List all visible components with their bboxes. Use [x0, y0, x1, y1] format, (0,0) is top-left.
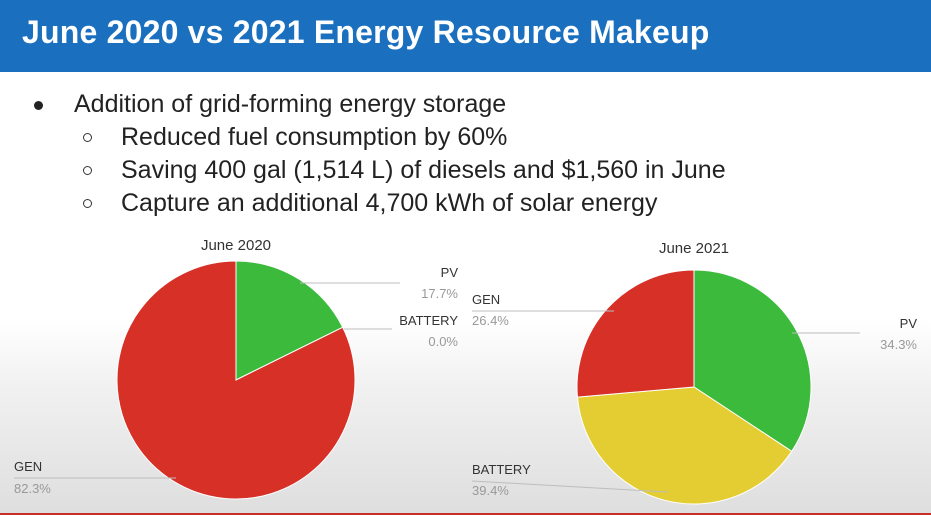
- slice-label: PV: [900, 316, 918, 331]
- bullet-text: Addition of grid-forming energy storage: [74, 90, 507, 118]
- slice-label: BATTERY: [399, 313, 458, 328]
- leader-line: [471, 480, 669, 493]
- slice-percent: 39.4%: [472, 483, 509, 498]
- slice-label: PV: [441, 265, 459, 280]
- pie-slice-gen: [116, 260, 356, 500]
- pie-slice-pv: [235, 260, 344, 381]
- slice-percent: 0.0%: [428, 334, 458, 349]
- slice-label: GEN: [14, 459, 42, 474]
- sub-bullet-item: Capture an additional 4,700 kWh of solar…: [20, 187, 920, 220]
- slice-percent: 34.3%: [880, 337, 917, 352]
- sub-bullet-text: Capture an additional 4,700 kWh of solar…: [121, 189, 658, 217]
- chart-title: June 2021: [659, 240, 729, 257]
- slice-label: BATTERY: [472, 462, 531, 477]
- slice-label: GEN: [472, 292, 500, 307]
- slide-title: June 2020 vs 2021 Energy Resource Makeup: [22, 14, 710, 50]
- sub-bullet-text: Reduced fuel consumption by 60%: [121, 123, 508, 151]
- slice-percent: 17.7%: [421, 286, 458, 301]
- pie-chart: June 2021 PV 34.3% BATTERY 39.4% GEN 26.4%: [471, 240, 918, 505]
- bottom-accent-bar: [0, 513, 931, 515]
- bullet-list: Addition of grid-forming energy storage …: [20, 88, 920, 220]
- bullet-dot-icon: [34, 101, 43, 110]
- slice-percent: 26.4%: [472, 313, 509, 328]
- sub-bullet-text: Saving 400 gal (1,514 L) of diesels and …: [121, 156, 726, 184]
- sub-bullet-item: Saving 400 gal (1,514 L) of diesels and …: [20, 154, 920, 187]
- chart-title: June 2020: [201, 237, 271, 254]
- sub-bullet-item: Reduced fuel consumption by 60%: [20, 121, 920, 154]
- slice-percent: 82.3%: [14, 481, 51, 496]
- pie-slice-battery: [576, 386, 793, 505]
- slide-header: June 2020 vs 2021 Energy Resource Makeup: [0, 0, 931, 72]
- pie-slice-gen: [576, 269, 695, 398]
- hollow-circle-icon: [83, 199, 92, 208]
- bullet-item: Addition of grid-forming energy storage: [20, 88, 920, 121]
- pie-chart: June 2020 PV 17.7% BATTERY 0.0% GEN 82.3%: [14, 237, 459, 500]
- hollow-circle-icon: [83, 166, 92, 175]
- hollow-circle-icon: [83, 133, 92, 142]
